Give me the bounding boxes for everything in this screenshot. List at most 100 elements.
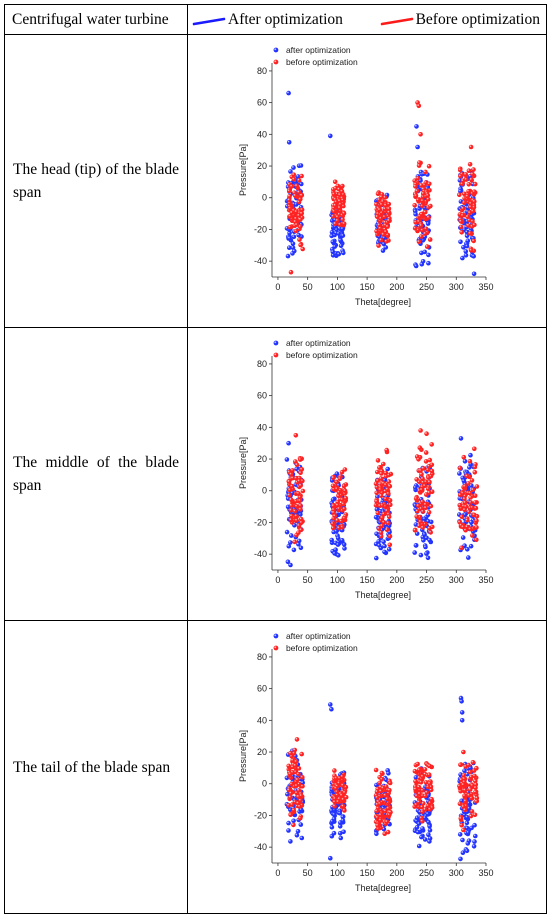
data-point [429,468,435,474]
data-point [461,782,466,788]
data-point [288,517,294,523]
data-point [336,553,341,558]
data-point [287,245,292,250]
data-point [297,237,302,242]
data-point [414,477,419,482]
data-point [416,103,422,109]
data-point [332,203,338,208]
data-point [420,788,425,793]
data-point [462,793,467,799]
data-point [466,793,472,798]
data-point [338,243,344,248]
data-point [298,457,303,462]
data-point [289,802,295,807]
data-point [457,801,463,806]
data-point [424,551,429,556]
data-point [412,527,418,533]
data-point [420,826,425,831]
y-axis-label: Pressure[Pa] [238,730,248,782]
data-point [384,796,390,802]
data-point [291,547,297,553]
data-point [427,781,432,786]
data-point [328,855,333,861]
data-point [423,479,429,485]
data-point [458,762,463,768]
data-point [294,462,300,468]
data-point [378,226,383,231]
data-point [383,793,388,798]
data-point [474,537,479,543]
data-point [426,215,431,220]
data-point [471,768,477,773]
data-point [412,768,418,774]
x-tick-label: 300 [449,575,464,585]
scatter-chart-middle: 0 50 100 150 200 250 300 350 -40 -20 0 20 40 60 80 Thet… [238,338,494,600]
data-point [298,196,303,202]
data-point [460,213,465,218]
data-point [339,497,345,502]
data-point [380,503,385,508]
data-point [469,809,475,814]
data-point [331,475,336,480]
y-tick-label: -20 [254,224,267,234]
data-point [425,555,431,561]
data-point [290,758,295,763]
data-point [342,790,347,795]
data-point [472,822,477,828]
data-point [297,804,302,809]
data-point [462,459,468,464]
data-point [426,475,431,480]
data-point [460,837,465,843]
data-point [426,252,431,258]
data-point [338,820,343,825]
data-point [288,562,293,568]
data-point [387,534,393,539]
data-point [337,476,343,481]
data-point [471,271,477,277]
data-point [296,523,302,528]
data-point [378,216,384,221]
data-point [469,177,474,182]
data-point [427,763,432,769]
data-point [341,221,347,226]
data-point [380,785,386,791]
data-point [459,514,465,519]
x-tick-label: 300 [449,282,464,292]
data-point [340,233,346,238]
data-point [427,525,432,531]
data-point [413,775,419,780]
data-point [335,799,341,804]
data-point [330,249,336,255]
data-point [331,191,337,197]
data-point [464,814,470,820]
data-point [465,194,470,199]
data-point [423,505,428,511]
data-point [298,822,304,827]
x-tick-label: 100 [330,282,345,292]
data-point [384,447,389,453]
data-point [464,517,470,523]
data-point [298,507,303,512]
data-point [336,490,342,495]
data-point [457,167,463,173]
data-point [467,490,473,496]
data-point [342,488,348,493]
data-point [459,718,465,723]
data-point [332,513,338,519]
data-point [287,487,293,493]
legend-entry: after optimization [286,631,351,641]
data-point [340,183,345,189]
data-point [374,499,379,504]
data-point [288,497,294,502]
data-point [461,454,467,460]
x-tick-label: 200 [389,575,404,585]
data-point [285,559,291,565]
data-point [460,850,466,855]
y-tick-label: -40 [254,842,267,852]
x-tick-label: 150 [360,282,375,292]
data-point [383,229,389,235]
data-point [459,699,464,704]
data-point [425,811,431,817]
row-label-tail: The tail of the blade span [4,620,188,914]
data-point [468,813,474,819]
